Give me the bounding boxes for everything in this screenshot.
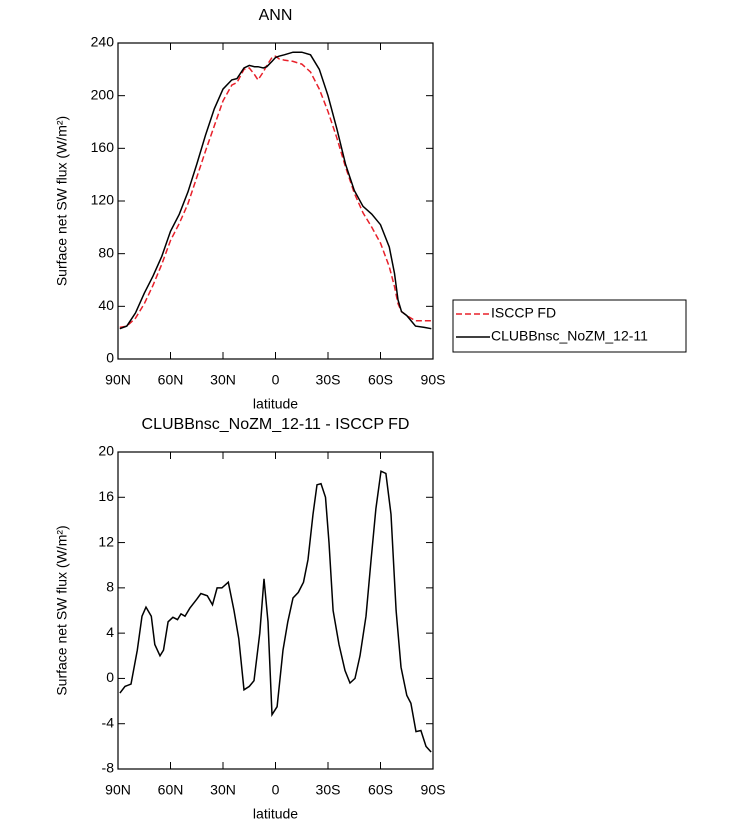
y-tick-label: 40	[98, 297, 114, 313]
y-tick-label: 12	[98, 533, 114, 549]
y-tick-label: 240	[91, 34, 115, 50]
x-tick-label: 30N	[210, 782, 236, 798]
data-line	[119, 51, 432, 330]
y-tick-label: -8	[102, 760, 115, 776]
x-tick-label: 60S	[368, 782, 393, 798]
y-tick-label: 120	[91, 192, 115, 208]
y-tick-label: 20	[98, 443, 114, 459]
y-tick-label: 8	[106, 579, 114, 595]
x-tick-label: 90S	[421, 782, 446, 798]
y-tick-label: 16	[98, 488, 114, 504]
chart-title: ANN	[259, 7, 293, 24]
y-axis-label: Surface net SW flux (W/m²)	[54, 116, 70, 286]
x-tick-label: 60S	[368, 372, 393, 388]
x-tick-label: 90S	[421, 372, 446, 388]
legend-frame	[452, 299, 687, 353]
y-tick-label: 160	[91, 139, 115, 155]
y-tick-label: -4	[102, 714, 115, 730]
x-tick-label: 90N	[105, 372, 131, 388]
y-tick-label: 200	[91, 86, 115, 102]
x-tick-label: 90N	[105, 782, 131, 798]
legend-label: CLUBBnsc_NoZM_12-11	[491, 328, 648, 344]
y-tick-label: 0	[106, 669, 114, 685]
x-tick-label: 60N	[158, 782, 184, 798]
y-tick-label: 4	[106, 624, 114, 640]
x-tick-label: 30S	[316, 782, 341, 798]
x-axis-label: latitude	[253, 396, 298, 412]
x-axis-label: latitude	[253, 806, 298, 822]
x-tick-label: 30S	[316, 372, 341, 388]
plot-frame	[117, 451, 434, 770]
x-tick-label: 30N	[210, 372, 236, 388]
x-tick-label: 60N	[158, 372, 184, 388]
x-tick-label: 0	[272, 782, 280, 798]
y-axis-label: Surface net SW flux (W/m²)	[54, 525, 70, 695]
chart-title: CLUBBnsc_NoZM_12-11 - ISCCP FD	[142, 416, 410, 433]
legend-label: ISCCP FD	[491, 305, 556, 321]
y-tick-label: 0	[106, 350, 114, 366]
y-tick-label: 80	[98, 244, 114, 260]
data-line	[119, 55, 432, 329]
data-line	[119, 470, 432, 753]
plot-frame	[117, 42, 434, 360]
x-tick-label: 0	[272, 372, 280, 388]
